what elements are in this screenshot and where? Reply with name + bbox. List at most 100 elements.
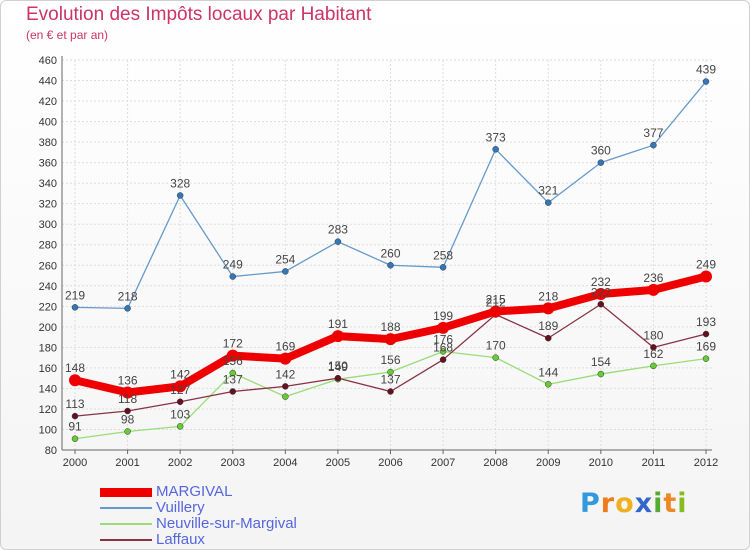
data-label: 254 [275,252,295,266]
x-tick-label: 2007 [431,457,455,469]
data-point [489,305,502,318]
data-point [334,374,342,382]
data-label: 218 [118,289,138,303]
data-label: 103 [170,407,190,421]
data-label: 169 [275,340,295,354]
data-point [439,264,447,271]
data-label: 236 [643,271,663,285]
data-point [650,141,657,149]
legend-swatch [100,507,152,509]
x-tick-label: 2011 [642,457,666,469]
logo-letter: r [600,488,616,519]
data-label: 191 [328,317,348,331]
data-point [387,368,394,376]
data-point [650,344,657,351]
data-point [331,330,344,343]
data-point [439,348,447,355]
series-line-vuillery [74,80,707,310]
data-label: 169 [696,340,716,354]
data-label: 168 [433,341,453,355]
legend-swatch [100,523,152,525]
data-point [545,334,552,342]
x-tick-label: 2010 [589,457,613,469]
data-point [702,330,710,338]
data-label: 113 [65,397,84,411]
data-point [542,302,555,315]
data-point [597,370,605,378]
legend-swatch [100,487,152,497]
data-point [226,349,239,362]
data-label: 249 [223,258,243,272]
data-point [71,412,79,420]
chart-title: Evolution des Impôts locaux par Habitant [26,4,372,25]
logo-letter: i [653,488,664,519]
data-label: 176 [433,332,453,346]
data-label: 156 [380,353,400,367]
data-label: 260 [380,246,400,260]
y-tick-label: 320 [39,199,57,211]
data-point [71,435,79,442]
data-point [597,159,605,166]
legend-item: Neuville-sur-Margival [100,516,297,532]
data-point [545,381,552,388]
data-point [229,273,236,280]
y-tick-label: 400 [39,117,57,129]
data-label: 118 [118,392,137,406]
data-point [597,301,605,308]
data-point [121,386,134,399]
x-tick-label: 2000 [63,457,87,469]
x-tick-label: 2005 [326,457,350,469]
data-label: 258 [433,248,453,262]
y-tick-label: 340 [39,178,57,190]
data-point [279,352,292,365]
data-label: 222 [591,285,611,299]
data-point [437,321,450,334]
y-tick-label: 100 [39,424,57,436]
data-label: 91 [68,420,82,434]
data-label: 154 [591,355,611,369]
y-tick-label: 420 [39,96,57,108]
data-label: 377 [643,126,663,140]
x-tick-label: 2001 [115,457,139,469]
data-point [387,388,394,395]
logo-letter: t [663,488,678,519]
data-point [229,369,236,377]
logo-letter: o [615,488,635,519]
data-label: 439 [696,63,716,77]
data-label: 137 [380,373,400,387]
x-tick-label: 2009 [536,457,560,469]
data-label: 172 [223,337,243,351]
y-tick-label: 80 [45,445,57,457]
x-tick-label: 2003 [221,457,245,469]
data-point [334,238,342,245]
data-label: 142 [275,367,295,381]
chart-subtitle: (en € et par an) [26,28,109,42]
y-tick-label: 240 [39,281,57,293]
data-label: 144 [538,365,558,379]
data-point [124,305,131,312]
data-label: 193 [696,315,716,329]
x-tick-label: 2002 [168,457,192,469]
x-tick-label: 2008 [483,457,507,469]
data-label: 189 [538,319,558,333]
data-point [492,354,499,361]
data-point [650,362,657,370]
data-point [700,270,712,283]
data-point [384,333,397,346]
data-label: 188 [380,320,400,334]
y-tick-label: 440 [39,76,57,88]
data-label: 98 [121,413,135,427]
x-tick-label: 2004 [273,457,297,469]
legend: MARGIVAL Vuillery Neuville-sur-Margival Laf… [100,484,297,548]
data-point [282,393,289,400]
y-tick-label: 460 [39,55,57,67]
data-label: 150 [328,359,348,373]
y-tick-label: 200 [39,322,57,334]
data-label: 215 [486,292,506,306]
logo-letter: i [677,488,688,519]
data-label: 170 [486,339,506,353]
legend-label: Neuville-sur-Margival [156,515,297,532]
x-tick-label: 2006 [378,457,402,469]
